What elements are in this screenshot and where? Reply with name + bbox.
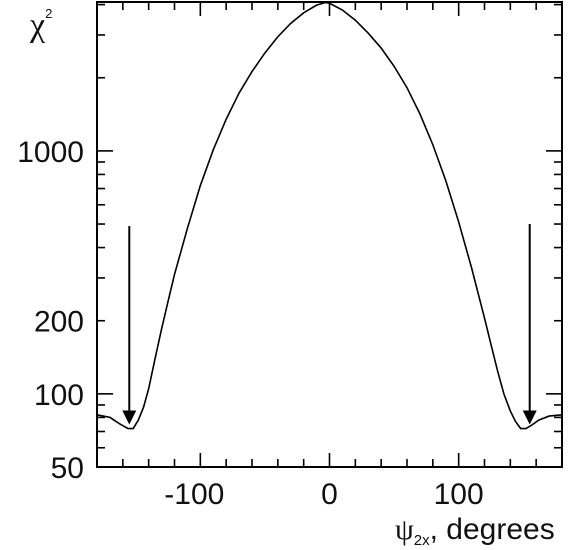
y-axis-label-superscript: 2 [45, 6, 52, 21]
x-tick-labels: -100 0 100 [164, 478, 483, 511]
y-tick-label: 1000 [17, 136, 84, 169]
x-tick-label: 0 [321, 478, 338, 511]
x-tick-label: -100 [164, 478, 224, 511]
x-axis-label: ψ2x, degrees [395, 513, 555, 549]
x-axis-label-subscript: 2x [414, 532, 430, 549]
ticks [96, 2, 563, 467]
y-tick-label: 200 [34, 306, 84, 339]
x-axis-label-text: , degrees [430, 513, 555, 546]
y-axis-label: χ2 [29, 6, 52, 44]
arrow-head [522, 410, 537, 425]
chi-squared-curve [96, 1, 563, 430]
plot-frame [96, 1, 563, 468]
y-tick-label: 100 [34, 379, 84, 412]
y-tick-labels: 50 100 200 1000 [17, 136, 84, 485]
x-tick-label: 100 [434, 478, 484, 511]
x-axis-label-symbol: ψ [395, 513, 414, 546]
y-tick-label: 50 [51, 452, 84, 485]
arrow-head [122, 410, 137, 425]
y-axis-label-symbol: χ [29, 7, 45, 44]
arrows [122, 224, 537, 425]
